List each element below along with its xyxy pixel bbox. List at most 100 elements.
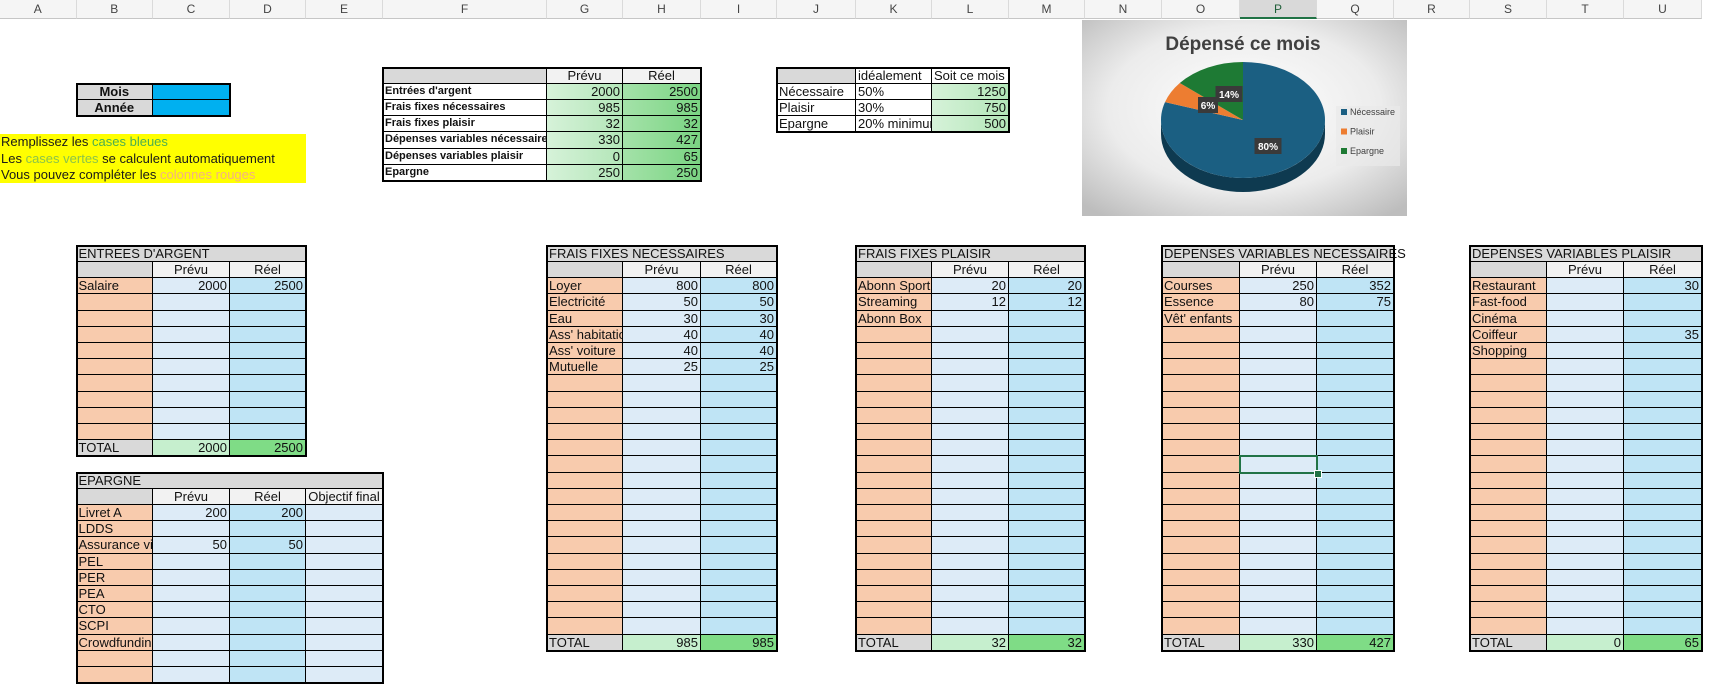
actual-input[interactable] <box>1009 440 1085 457</box>
row-label-input[interactable] <box>76 310 153 327</box>
planned-input[interactable] <box>1547 618 1624 635</box>
row-label-input[interactable] <box>547 407 623 424</box>
planned-input[interactable] <box>932 602 1009 619</box>
actual-input[interactable] <box>1317 359 1394 376</box>
row-label-input[interactable]: Courses <box>1162 278 1240 295</box>
row-label-input[interactable] <box>1470 440 1547 457</box>
planned-input[interactable] <box>1547 278 1624 295</box>
planned-input[interactable] <box>1547 310 1624 327</box>
planned-input[interactable]: 2000 <box>153 278 230 295</box>
row-label-input[interactable] <box>1162 424 1240 441</box>
planned-input[interactable] <box>932 521 1009 538</box>
actual-input[interactable]: 40 <box>701 343 777 360</box>
actual-input[interactable] <box>1009 326 1085 343</box>
row-label-input[interactable]: Shopping <box>1470 343 1547 360</box>
actual-input[interactable]: 75 <box>1317 294 1394 311</box>
row-label-input[interactable] <box>1470 505 1547 522</box>
actual-input[interactable] <box>1009 488 1085 505</box>
planned-input[interactable] <box>1240 375 1317 392</box>
row-label-input[interactable]: Eau <box>547 310 623 327</box>
pie-slice-epargne[interactable] <box>1179 62 1243 120</box>
actual-input[interactable] <box>1317 326 1394 343</box>
row-label-input[interactable]: Restaurant <box>1470 278 1547 295</box>
planned-input[interactable] <box>1547 488 1624 505</box>
planned-input[interactable]: 200 <box>153 505 230 522</box>
column-header-f[interactable]: F <box>383 0 547 19</box>
row-label-input[interactable]: PEA <box>76 586 153 603</box>
actual-input[interactable] <box>230 326 306 343</box>
actual-input[interactable] <box>1317 391 1394 408</box>
goal-input[interactable] <box>306 634 383 651</box>
actual-input[interactable] <box>1317 488 1394 505</box>
actual-input[interactable]: 2500 <box>230 278 306 295</box>
legend-item[interactable]: Plaisir <box>1350 127 1375 137</box>
planned-input[interactable] <box>932 343 1009 360</box>
row-label-input[interactable] <box>547 602 623 619</box>
planned-input[interactable] <box>623 391 701 408</box>
actual-input[interactable] <box>230 634 306 651</box>
planned-input[interactable] <box>1547 424 1624 441</box>
row-label-input[interactable] <box>76 359 153 376</box>
planned-input[interactable] <box>153 569 230 586</box>
fill-handle[interactable] <box>1314 469 1322 478</box>
planned-input[interactable] <box>932 326 1009 343</box>
planned-input[interactable] <box>623 569 701 586</box>
planned-input[interactable] <box>1240 553 1317 570</box>
actual-input[interactable] <box>1009 472 1085 489</box>
actual-input[interactable] <box>1009 586 1085 603</box>
actual-input[interactable] <box>1317 310 1394 327</box>
planned-input[interactable] <box>153 294 230 311</box>
column-header-l[interactable]: L <box>932 0 1009 19</box>
planned-input[interactable] <box>1240 326 1317 343</box>
actual-input[interactable] <box>701 456 777 473</box>
actual-input[interactable] <box>1317 407 1394 424</box>
actual-input[interactable] <box>1317 553 1394 570</box>
planned-input[interactable] <box>1547 505 1624 522</box>
column-header-t[interactable]: T <box>1547 0 1624 19</box>
row-label-input[interactable] <box>856 472 932 489</box>
actual-input[interactable] <box>1009 553 1085 570</box>
pie-chart[interactable]: Dépensé ce mois 80% 6%14% Nécessaire Plais… <box>1082 20 1407 216</box>
planned-input[interactable] <box>1240 456 1317 473</box>
column-header-h[interactable]: H <box>623 0 701 19</box>
planned-input[interactable]: 30 <box>623 310 701 327</box>
planned-input[interactable] <box>932 586 1009 603</box>
planned-input[interactable] <box>1240 440 1317 457</box>
planned-input[interactable]: 40 <box>623 343 701 360</box>
planned-input[interactable] <box>1547 294 1624 311</box>
row-label-input[interactable]: Electricité <box>547 294 623 311</box>
actual-input[interactable] <box>1624 294 1702 311</box>
planned-input[interactable]: 12 <box>932 294 1009 311</box>
planned-input[interactable] <box>1547 343 1624 360</box>
actual-input[interactable]: 30 <box>701 310 777 327</box>
actual-input[interactable] <box>1317 456 1394 473</box>
actual-input[interactable]: 30 <box>1624 278 1702 295</box>
row-label-input[interactable] <box>547 375 623 392</box>
actual-input[interactable] <box>1317 472 1394 489</box>
planned-input[interactable] <box>1547 586 1624 603</box>
actual-input[interactable] <box>1317 521 1394 538</box>
actual-input[interactable] <box>701 375 777 392</box>
actual-input[interactable] <box>701 521 777 538</box>
actual-input[interactable] <box>701 440 777 457</box>
row-label-input[interactable] <box>547 521 623 538</box>
actual-input[interactable] <box>1624 618 1702 635</box>
actual-input[interactable] <box>1624 521 1702 538</box>
actual-input[interactable]: 25 <box>701 359 777 376</box>
actual-input[interactable] <box>1624 359 1702 376</box>
actual-input[interactable]: 50 <box>701 294 777 311</box>
planned-input[interactable] <box>932 618 1009 635</box>
planned-input[interactable] <box>623 602 701 619</box>
actual-input[interactable] <box>230 310 306 327</box>
row-label-input[interactable] <box>547 553 623 570</box>
actual-input[interactable] <box>1624 553 1702 570</box>
actual-input[interactable]: 20 <box>1009 278 1085 295</box>
row-label-input[interactable] <box>1470 375 1547 392</box>
planned-input[interactable] <box>932 407 1009 424</box>
actual-input[interactable] <box>1009 424 1085 441</box>
actual-input[interactable] <box>1624 456 1702 473</box>
actual-input[interactable] <box>701 407 777 424</box>
row-label-input[interactable] <box>547 505 623 522</box>
ratio-ideal-percent[interactable]: 20% minimum <box>856 116 932 133</box>
row-label-input[interactable]: Essence <box>1162 294 1240 311</box>
